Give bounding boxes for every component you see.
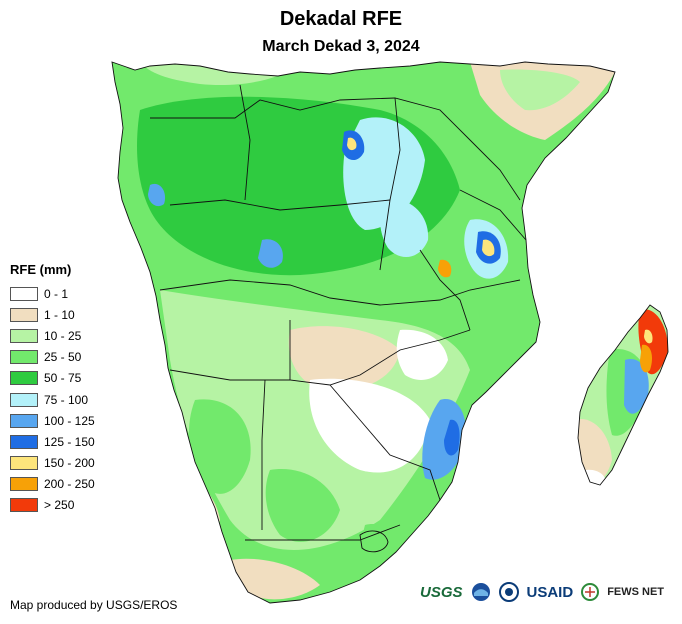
map-title: Dekadal RFE bbox=[279, 8, 403, 30]
country-borders bbox=[111, 61, 669, 604]
legend-item: 75 - 100 bbox=[10, 389, 130, 410]
legend-swatch bbox=[10, 350, 38, 365]
legend-label: 150 - 200 bbox=[44, 456, 95, 471]
legend-label: 125 - 150 bbox=[44, 434, 95, 449]
legend-label: 75 - 100 bbox=[44, 392, 89, 407]
map-credit: Map produced by USGS/EROS bbox=[10, 598, 178, 612]
legend-swatch bbox=[10, 371, 38, 386]
legend-swatch bbox=[10, 328, 38, 343]
legend-label: 0 - 1 bbox=[44, 286, 69, 301]
legend-item: 125 - 150 bbox=[10, 431, 130, 452]
fews-globe-icon bbox=[581, 583, 600, 601]
legend-item: 50 - 75 bbox=[10, 368, 130, 389]
legend-swatch bbox=[10, 498, 38, 513]
legend-label: > 250 bbox=[44, 498, 75, 513]
legend-label: 25 - 50 bbox=[44, 350, 82, 365]
legend-item: 150 - 200 bbox=[10, 453, 130, 474]
legend-item: 0 - 1 bbox=[10, 283, 130, 304]
map-subtitle: March Dekad 3, 2024 bbox=[262, 38, 420, 55]
legend-swatch bbox=[10, 392, 38, 407]
legend: RFE (mm) 0 - 1 1 - 10 10 - 25 25 - 50 50… bbox=[10, 262, 130, 516]
legend-title: RFE (mm) bbox=[10, 262, 72, 277]
legend-item: > 250 bbox=[10, 495, 130, 516]
legend-label: 10 - 25 bbox=[44, 328, 82, 343]
usgs-logo: USGS bbox=[420, 583, 463, 601]
legend-item: 25 - 50 bbox=[10, 347, 130, 368]
legend-swatch bbox=[10, 456, 38, 471]
legend-label: 200 - 250 bbox=[44, 477, 95, 492]
legend-swatch bbox=[10, 286, 38, 301]
fews-net-logo: FEWS NET bbox=[607, 586, 665, 598]
partner-logos: USGS USAID FEWS NET bbox=[420, 582, 664, 602]
usaid-logo: USAID bbox=[526, 583, 574, 601]
legend-label: 1 - 10 bbox=[44, 307, 75, 322]
legend-swatch bbox=[10, 307, 38, 322]
legend-swatch bbox=[10, 434, 38, 449]
legend-item: 200 - 250 bbox=[10, 474, 130, 495]
legend-item: 10 - 25 bbox=[10, 325, 130, 346]
legend-label: 100 - 125 bbox=[44, 413, 95, 428]
madagascar-rainfall-field bbox=[578, 305, 668, 485]
legend-swatch bbox=[10, 477, 38, 492]
seal-icon bbox=[498, 582, 519, 602]
noaa-icon bbox=[471, 583, 490, 601]
legend-swatch bbox=[10, 413, 38, 428]
legend-label: 50 - 75 bbox=[44, 371, 82, 386]
legend-item: 100 - 125 bbox=[10, 410, 130, 431]
legend-item: 1 - 10 bbox=[10, 304, 130, 325]
